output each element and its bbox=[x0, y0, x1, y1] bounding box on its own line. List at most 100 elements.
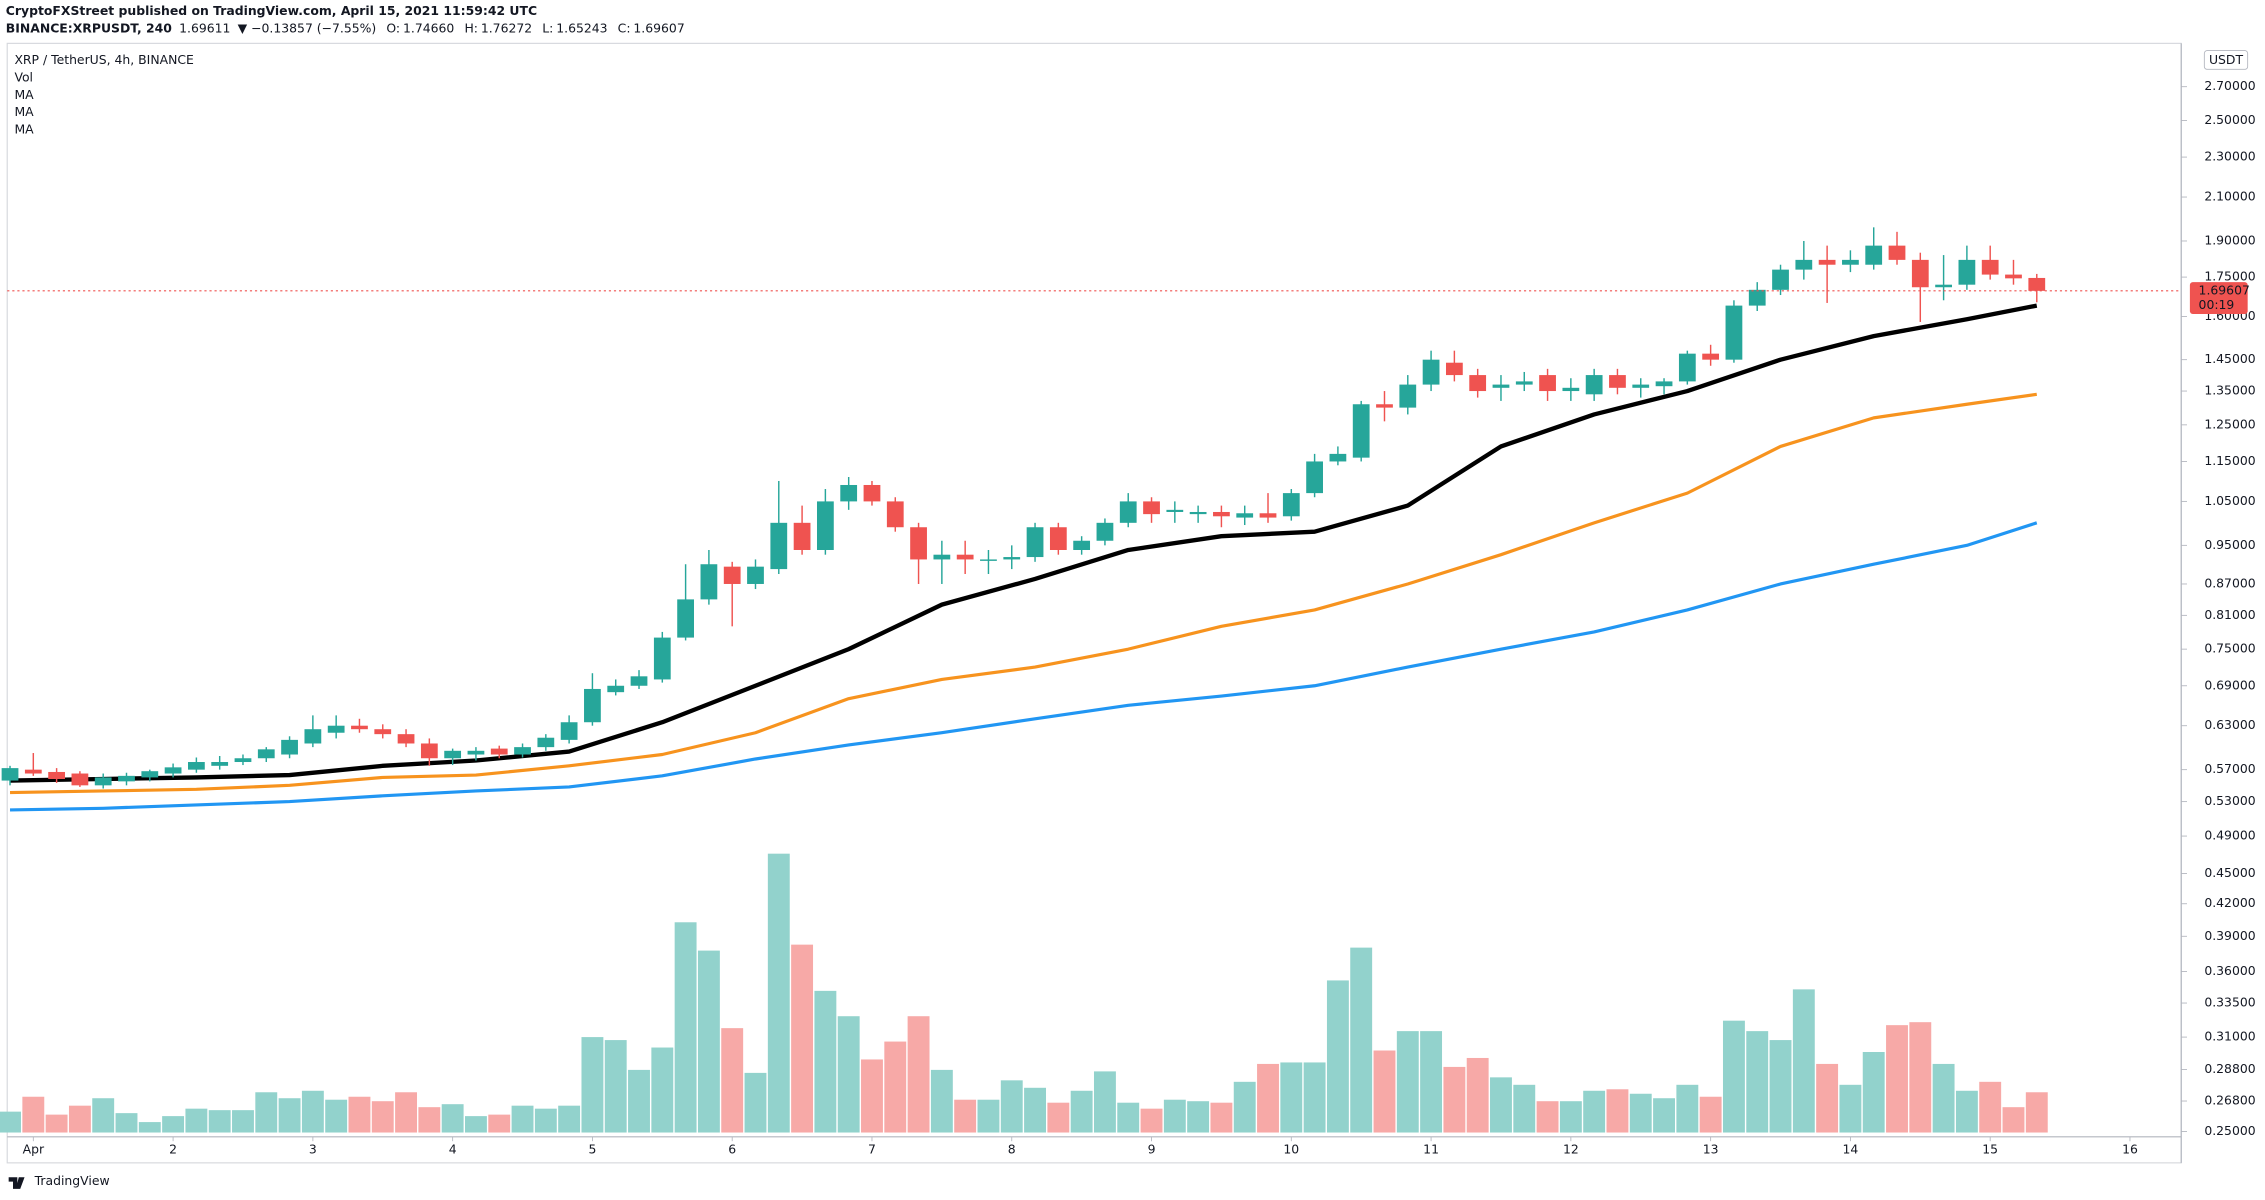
candle-body bbox=[1678, 353, 1696, 382]
moving-average bbox=[9, 521, 2038, 812]
y-tick-label: 0.45000 bbox=[2204, 865, 2255, 880]
volume-bar bbox=[395, 1092, 418, 1133]
x-tick-label: 6 bbox=[728, 1141, 736, 1156]
volume-bar bbox=[1163, 1099, 1186, 1133]
volume-bar bbox=[2025, 1092, 2048, 1133]
symbol-text: 1.76272 bbox=[481, 20, 532, 35]
symbol-text: 1.65243 bbox=[556, 20, 607, 35]
candle-body bbox=[653, 637, 671, 680]
volume-bar bbox=[1606, 1089, 1629, 1133]
y-tick-label: 1.15000 bbox=[2204, 453, 2255, 468]
currency-box[interactable] bbox=[2203, 50, 2249, 70]
moving-average bbox=[9, 392, 2038, 795]
volume-bar bbox=[45, 1114, 68, 1133]
candle-body bbox=[607, 685, 625, 693]
volume-bar bbox=[1513, 1084, 1536, 1133]
moving-average bbox=[9, 303, 2038, 783]
volume-bar bbox=[1420, 1031, 1443, 1133]
y-tick-label: 1.25000 bbox=[2204, 416, 2255, 431]
symbol-text: ▼ −0.13857 (−7.55%) bbox=[238, 20, 377, 35]
volume-bar bbox=[1117, 1102, 1140, 1133]
x-tick-label: 9 bbox=[1148, 1141, 1156, 1156]
candle-body bbox=[1585, 375, 1603, 395]
volume-bar bbox=[115, 1113, 138, 1133]
candle-body bbox=[886, 501, 904, 528]
candle-body bbox=[304, 729, 322, 744]
candle-body bbox=[1376, 404, 1393, 408]
candle-body bbox=[1236, 513, 1254, 518]
volume-bar bbox=[581, 1037, 604, 1133]
y-tick-label: 0.49000 bbox=[2204, 828, 2255, 843]
candle-body bbox=[1725, 305, 1743, 360]
y-tick-label: 0.75000 bbox=[2204, 641, 2255, 656]
volume-bar bbox=[791, 944, 814, 1133]
volume-bar bbox=[1536, 1101, 1559, 1133]
volume-bar bbox=[674, 922, 697, 1133]
candle-body bbox=[1748, 289, 1766, 306]
y-tick-label: 2.30000 bbox=[2204, 149, 2255, 164]
candle-body bbox=[793, 522, 811, 550]
volume-bar bbox=[1583, 1090, 1606, 1133]
candle-body bbox=[933, 554, 951, 560]
symbol-text: O: bbox=[386, 20, 400, 35]
volume-bar bbox=[0, 1111, 21, 1133]
volume-bar bbox=[92, 1098, 115, 1133]
candle-body bbox=[514, 747, 531, 755]
volume-bar bbox=[1070, 1090, 1093, 1133]
volume-bar bbox=[1303, 1062, 1326, 1133]
symbol-text: 1.69611 bbox=[179, 20, 230, 35]
volume-bar bbox=[1792, 989, 1815, 1133]
x-tick-label: 3 bbox=[309, 1141, 317, 1156]
chart-title: XRP / TetherUS, 4h, BINANCE bbox=[14, 52, 194, 67]
y-tick-label: 2.10000 bbox=[2204, 189, 2255, 204]
candle-body bbox=[1818, 259, 1836, 265]
volume-bar bbox=[1559, 1101, 1582, 1133]
volume-bar bbox=[1932, 1063, 1955, 1133]
volume-bar bbox=[511, 1105, 534, 1133]
x-tick-label: 15 bbox=[1982, 1141, 1998, 1156]
volume-bar bbox=[814, 990, 837, 1133]
candle-body bbox=[863, 484, 881, 502]
volume-bar bbox=[1280, 1062, 1303, 1133]
volume-bar bbox=[1839, 1084, 1862, 1133]
volume-bar bbox=[232, 1110, 254, 1133]
currency[interactable]: USDT bbox=[2209, 52, 2244, 67]
y-tick-label: 0.63000 bbox=[2204, 717, 2255, 732]
tradingview-logo bbox=[8, 1177, 25, 1189]
y-tick-label: 0.28800 bbox=[2204, 1061, 2255, 1076]
volume-bar bbox=[1699, 1096, 1722, 1133]
volume-bar bbox=[861, 1059, 883, 1133]
candle-body bbox=[1259, 513, 1277, 518]
candle-body bbox=[537, 737, 555, 748]
volume-bar bbox=[1769, 1040, 1792, 1133]
candle-body bbox=[1958, 259, 1976, 285]
volume-bar bbox=[1909, 1022, 1932, 1133]
symbol-text: BINANCE:XRPUSDT, 240 bbox=[6, 20, 172, 35]
y-tick-label: 0.33500 bbox=[2204, 995, 2255, 1010]
x-tick-label: 2 bbox=[169, 1141, 177, 1156]
volume-bar bbox=[1350, 947, 1373, 1133]
volume-bar bbox=[1373, 1050, 1396, 1133]
volume-bar bbox=[208, 1110, 231, 1133]
y-tick-label: 0.95000 bbox=[2204, 537, 2255, 552]
volume-bar bbox=[1979, 1081, 2002, 1133]
candle-body bbox=[2028, 277, 2046, 291]
volume-bar bbox=[884, 1041, 907, 1133]
candle-body bbox=[1352, 404, 1370, 458]
candle-body bbox=[211, 762, 229, 766]
candle-body bbox=[1842, 259, 1859, 265]
volume-bar bbox=[1000, 1080, 1023, 1133]
candle-body bbox=[1, 768, 19, 781]
candle-body bbox=[1911, 259, 1929, 288]
candle-body bbox=[1772, 269, 1789, 290]
candle-body bbox=[910, 527, 927, 560]
volume-bar bbox=[68, 1105, 91, 1133]
volume-bar bbox=[977, 1099, 1000, 1133]
y-tick-label: 0.25000 bbox=[2204, 1123, 2255, 1138]
candle-body bbox=[118, 775, 135, 782]
candle-body bbox=[1609, 375, 1626, 388]
volume-legend: Vol bbox=[14, 70, 33, 85]
x-tick-label: 8 bbox=[1008, 1141, 1016, 1156]
volume-bar bbox=[628, 1069, 650, 1133]
